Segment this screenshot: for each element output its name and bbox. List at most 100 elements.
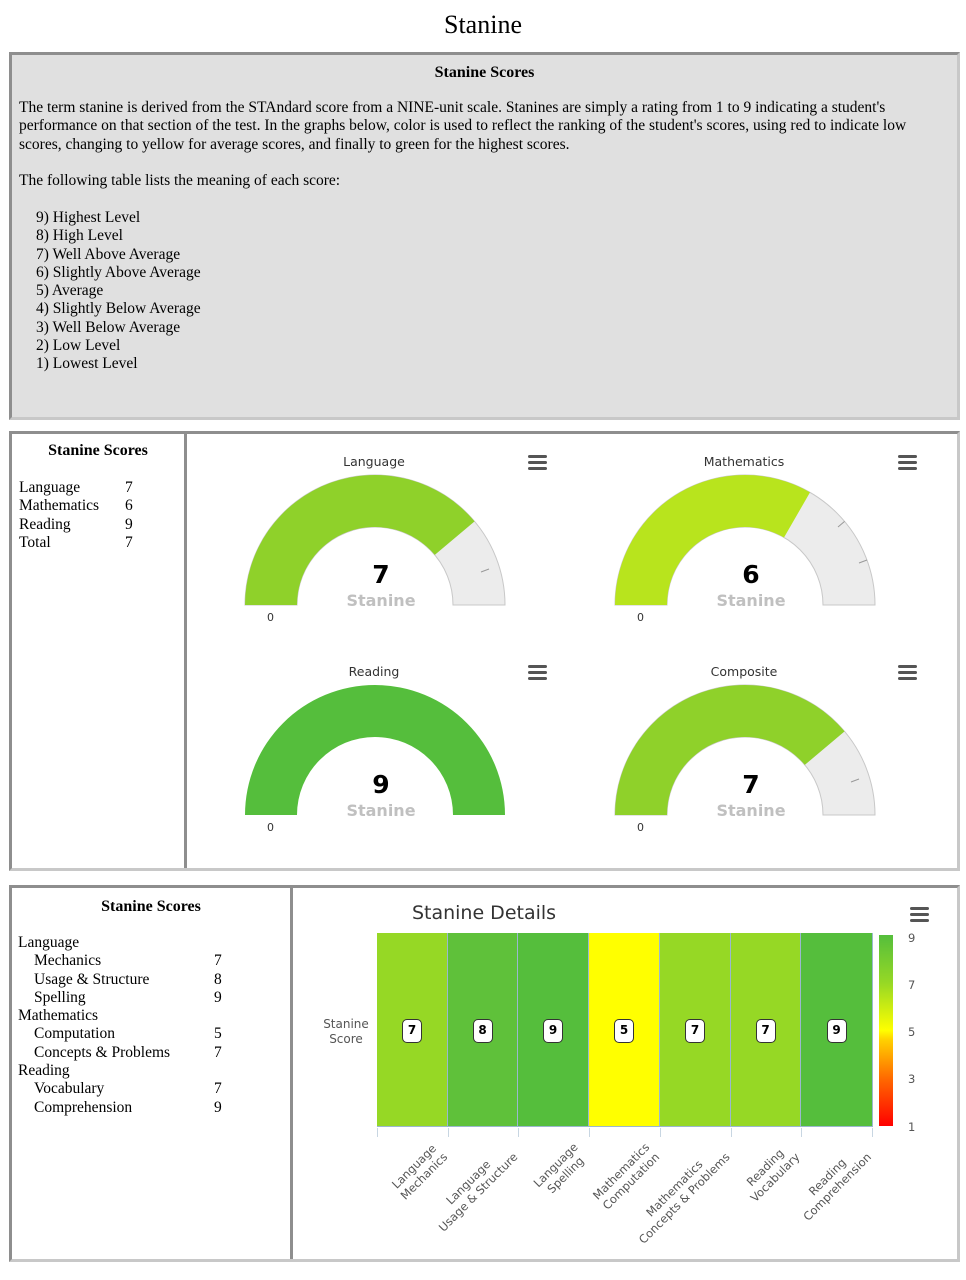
table-row: Reading 9	[19, 516, 133, 534]
heatmap-cell[interactable]: 7	[660, 933, 731, 1127]
heatmap-cell[interactable]: 7	[377, 933, 448, 1127]
gauge-title: Reading	[348, 664, 400, 679]
score-label: Mathematics	[19, 497, 100, 515]
heatmap-cell[interactable]: 9	[801, 933, 873, 1127]
score-label: Vocabulary	[34, 1080, 105, 1098]
x-tick	[801, 1128, 802, 1137]
x-tick	[872, 1128, 873, 1137]
heatmap-cell[interactable]: 8	[448, 933, 518, 1127]
score-value: 9	[125, 515, 133, 533]
cell-value-label: 9	[543, 1019, 563, 1043]
score-label: Computation	[34, 1025, 115, 1043]
score-label: Total	[19, 533, 51, 551]
x-tick	[589, 1128, 590, 1137]
panel-divider	[184, 434, 187, 868]
gauge-composite: Composite 7 Stanine 0	[614, 664, 966, 864]
score-value: 9	[214, 1098, 222, 1116]
cell-value-label: 7	[402, 1019, 422, 1043]
score-label: Mechanics	[34, 952, 102, 970]
gauge-value: 7	[742, 770, 760, 799]
chart-menu-button[interactable]	[528, 665, 547, 681]
heatmap-cell[interactable]: 7	[731, 933, 801, 1127]
summary-score-table: Language 7 Mathematics 6 Reading 9 Total…	[19, 479, 133, 552]
gauge-title: Mathematics	[703, 454, 785, 469]
gauge-value: 7	[372, 560, 390, 589]
legend-label: 9	[908, 931, 916, 945]
gauge-value: 9	[372, 770, 390, 799]
table-group-row: Reading	[18, 1062, 222, 1080]
score-value: 7	[214, 1043, 222, 1061]
heatmap-cell[interactable]: 5	[589, 933, 660, 1127]
score-label: Reading	[19, 515, 71, 533]
x-tick	[518, 1128, 519, 1137]
gauge-dial	[244, 474, 506, 606]
score-value: 5	[214, 1025, 222, 1043]
heatmap-y-axis-label: Stanine Score	[318, 1017, 374, 1047]
level-item: 7) Well Above Average	[36, 245, 181, 263]
level-item: 8) High Level	[36, 227, 123, 245]
cell-value-label: 5	[614, 1019, 634, 1043]
gauge-title: Composite	[710, 664, 778, 679]
score-value: 8	[214, 970, 222, 988]
chart-menu-button[interactable]	[898, 665, 917, 681]
level-item: 5) Average	[36, 282, 104, 300]
summary-heading: Stanine Scores	[48, 442, 148, 459]
page-title: Stanine	[444, 10, 522, 39]
table-row: Vocabulary 7	[18, 1080, 222, 1098]
level-item: 9) Highest Level	[36, 209, 141, 226]
gauge-unit: Stanine	[716, 801, 786, 820]
legend-label: 3	[908, 1072, 916, 1086]
gauge-unit: Stanine	[346, 801, 416, 820]
level-item: 2) Low Level	[36, 337, 121, 355]
intro-heading: Stanine Scores	[434, 64, 535, 81]
intro-description: The term stanine is derived from the STA…	[19, 99, 907, 153]
heatmap-bottom-border	[377, 1126, 873, 1127]
gauge-unit: Stanine	[346, 591, 416, 610]
gauge-dial	[245, 685, 505, 815]
details-heading: Stanine Scores	[101, 898, 201, 915]
score-value: 6	[125, 497, 133, 515]
score-label: Concepts & Problems	[34, 1043, 171, 1061]
x-tick	[377, 1128, 378, 1137]
table-row: Language 7	[19, 479, 133, 497]
cell-value-label: 9	[826, 1019, 847, 1043]
chart-menu-button[interactable]	[528, 455, 547, 471]
table-row: Concepts & Problems 7	[18, 1044, 222, 1062]
intro-panel: Stanine Scores The term stanine is deriv…	[9, 52, 960, 420]
score-value: 7	[214, 1080, 222, 1098]
table-row: Spelling 9	[18, 989, 222, 1007]
score-label: Spelling	[34, 988, 86, 1006]
y-label-line: Score	[329, 1032, 363, 1046]
group-label: Reading	[18, 1062, 70, 1080]
color-scale-legend	[879, 935, 893, 1126]
cell-value-label: 8	[472, 1019, 493, 1043]
level-item: 6) Slightly Above Average	[36, 263, 201, 281]
level-item: 1) Lowest Level	[36, 355, 138, 373]
y-label-line: Stanine	[323, 1017, 369, 1031]
heatmap-cell[interactable]: 9	[518, 933, 589, 1127]
table-row: Computation 5	[18, 1025, 222, 1043]
cell-value-label: 7	[755, 1019, 776, 1043]
table-row: Mechanics 7	[18, 952, 222, 970]
gauge-min-label: 0	[267, 611, 274, 624]
intro-table-caption: The following table lists the meaning of…	[19, 172, 341, 189]
gauge-title: Language	[343, 454, 405, 469]
table-row: Usage & Structure 8	[18, 971, 222, 989]
score-value: 9	[214, 988, 222, 1006]
group-label: Mathematics	[18, 1007, 99, 1025]
legend-label: 1	[908, 1120, 916, 1134]
score-value: 7	[125, 479, 133, 496]
gauge-value: 6	[742, 560, 760, 589]
x-tick	[660, 1128, 661, 1137]
chart-menu-button[interactable]	[898, 455, 917, 471]
table-group-row: Language	[18, 934, 222, 952]
details-score-table: Language Mechanics 7 Usage & Structure 8 S…	[18, 934, 222, 1117]
gauge-min-label: 0	[637, 821, 644, 834]
table-row: Mathematics 6	[19, 497, 133, 515]
chart-menu-button[interactable]	[910, 907, 929, 923]
score-label: Comprehension	[34, 1098, 133, 1116]
cell-value-label: 7	[685, 1019, 705, 1043]
heatmap-title: Stanine Details	[411, 902, 557, 924]
gauge-unit: Stanine	[716, 591, 786, 610]
level-item: 4) Slightly Below Average	[36, 300, 201, 318]
